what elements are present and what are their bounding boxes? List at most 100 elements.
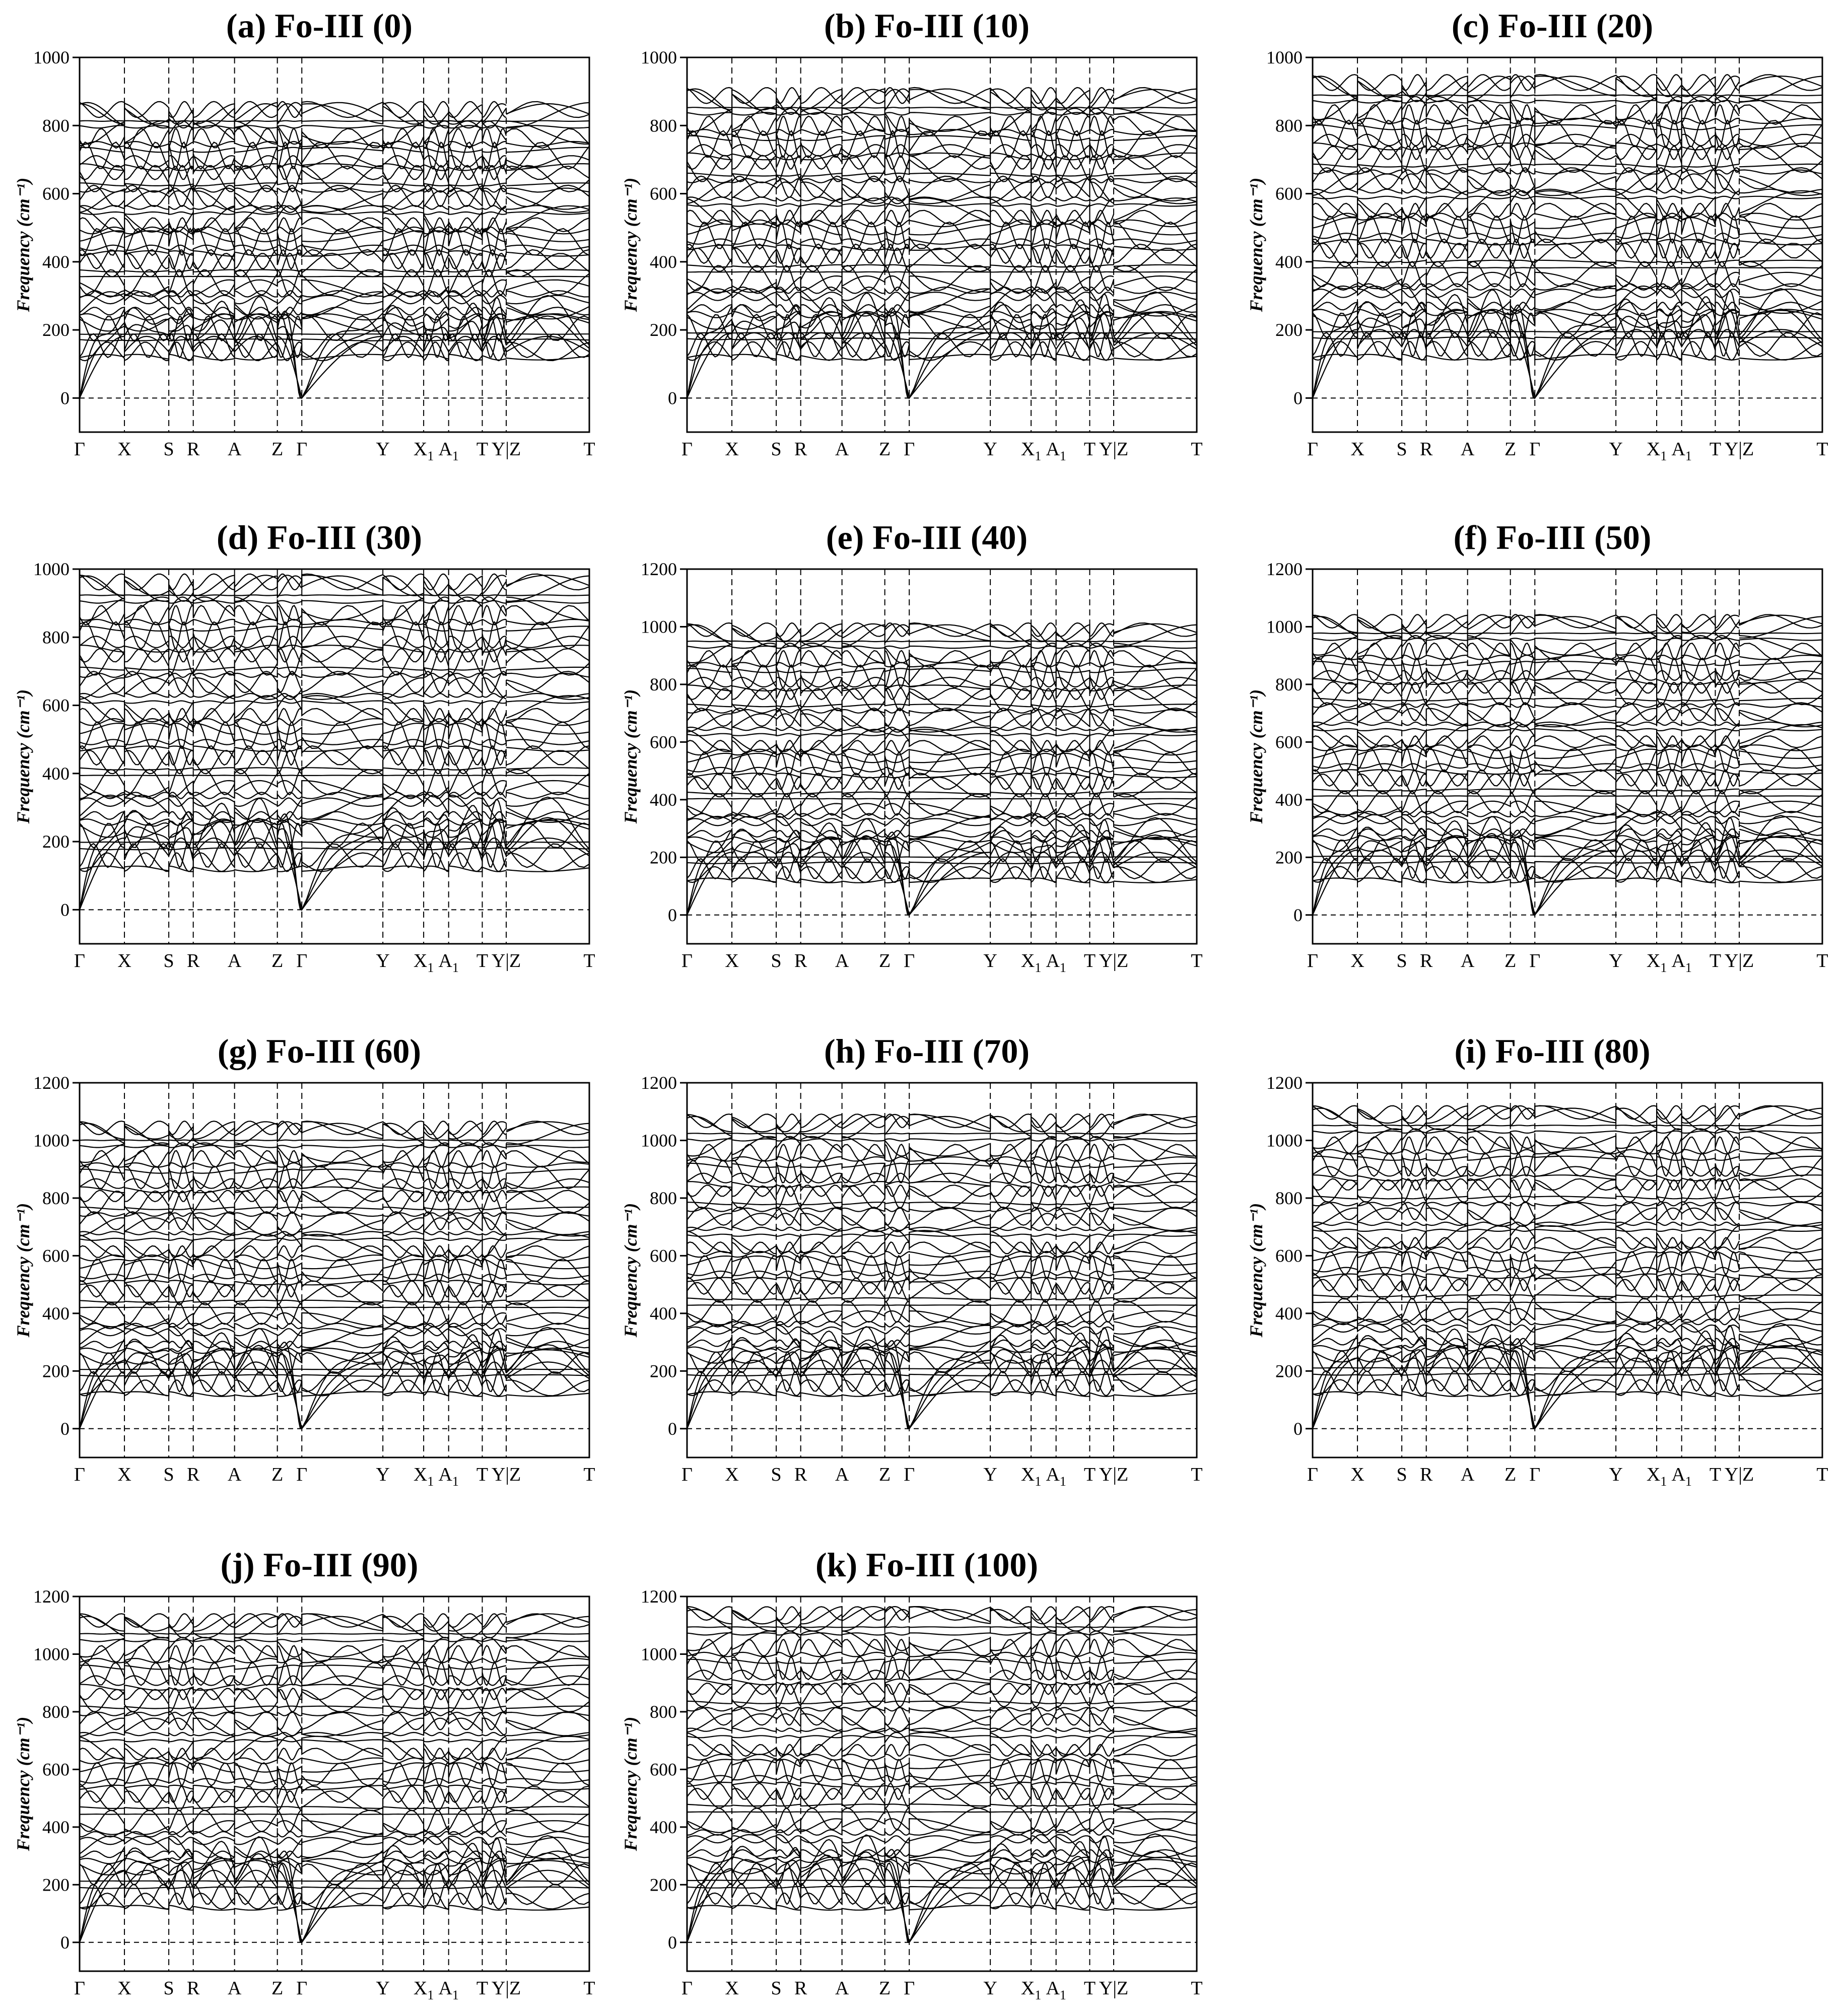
y-tick-label: 400 xyxy=(1275,1303,1303,1324)
phonon-band xyxy=(687,238,1197,245)
phonon-band xyxy=(687,1368,1197,1369)
phonon-band xyxy=(687,341,1197,362)
k-point-label: T xyxy=(476,1978,488,1999)
phonon-band xyxy=(79,290,590,298)
phonon-band xyxy=(79,1217,590,1237)
phonon-band xyxy=(79,291,590,320)
k-point-label: Γ xyxy=(74,950,85,971)
k-point-label: Z xyxy=(1505,950,1516,971)
y-axis-title: Frequency (cm⁻¹) xyxy=(621,178,641,313)
k-point-label: R xyxy=(187,439,200,460)
phonon-band xyxy=(1312,1179,1823,1204)
phonon-band xyxy=(687,181,1197,204)
k-point-label: Γ xyxy=(1307,439,1318,460)
y-tick-label: 800 xyxy=(1275,1188,1303,1208)
phonon-band xyxy=(1312,1152,1823,1178)
k-point-label: X1 xyxy=(414,439,434,463)
phonon-band xyxy=(687,247,1197,273)
y-tick-label: 0 xyxy=(668,1932,677,1953)
y-axis-title: Frequency (cm⁻¹) xyxy=(1246,1203,1266,1338)
phonon-band xyxy=(79,1675,590,1686)
y-tick-label: 800 xyxy=(650,115,677,135)
phonon-band xyxy=(687,135,1197,142)
phonon-band xyxy=(1312,239,1823,246)
phonon-band xyxy=(79,647,590,663)
k-point-label: R xyxy=(1420,1464,1433,1485)
phonon-band xyxy=(1312,163,1823,168)
plot-frame xyxy=(686,1082,1198,1458)
phonon-band xyxy=(79,811,590,820)
phonon-band xyxy=(687,684,1197,691)
phonon-band xyxy=(1312,616,1823,639)
phonon-band xyxy=(687,1713,1197,1733)
phonon-band xyxy=(687,663,1197,690)
y-tick-label: 1000 xyxy=(641,1130,677,1150)
phonon-band xyxy=(79,1149,590,1169)
phonon-band xyxy=(1312,271,1823,290)
phonon-band xyxy=(1312,857,1823,880)
phonon-band xyxy=(687,1310,1197,1326)
phonon-band xyxy=(1312,1373,1823,1376)
k-point-label: X xyxy=(725,1978,738,1999)
phonon-band xyxy=(79,1820,590,1835)
phonon-band xyxy=(1312,1107,1823,1131)
panel-e: (e) Fo-III (40) 0 200 400 600 800 1000 1200 Freq… xyxy=(621,518,1203,975)
k-point-label: Y|Z xyxy=(1725,1464,1754,1485)
k-point-label: X xyxy=(117,1464,131,1485)
k-point-label: Y xyxy=(376,1464,389,1485)
y-tick-label: 600 xyxy=(650,1245,677,1266)
k-point-label: A xyxy=(1461,439,1475,460)
panel-k: (k) Fo-III (100) 0 200 400 600 800 1000 1200 Fre… xyxy=(621,1546,1203,2002)
y-tick-label: 400 xyxy=(42,252,70,272)
plot-frame xyxy=(686,568,1198,945)
phonon-band xyxy=(1312,734,1823,748)
phonon-band xyxy=(79,1121,590,1140)
k-point-label: T xyxy=(476,439,488,460)
phonon-band xyxy=(687,817,1197,826)
phonon-band xyxy=(1312,1324,1823,1333)
k-point-label: X xyxy=(117,950,131,971)
phonon-band xyxy=(79,694,590,723)
phonon-band xyxy=(1312,861,1823,864)
phonon-band xyxy=(687,89,1197,111)
phonon-band xyxy=(687,813,1197,820)
phonon-band xyxy=(79,335,590,399)
y-tick-label: 400 xyxy=(650,790,677,810)
phonon-band xyxy=(1312,1207,1823,1227)
phonon-band xyxy=(687,1325,1197,1349)
phonon-band xyxy=(79,1717,590,1737)
phonon-band xyxy=(1312,708,1823,728)
k-point-label: T xyxy=(476,950,488,971)
k-point-label: R xyxy=(794,1464,807,1485)
y-tick-label: 1000 xyxy=(33,1130,70,1150)
phonon-band xyxy=(79,127,590,150)
phonon-band xyxy=(1312,1345,1823,1352)
k-point-label: X1 xyxy=(1021,1464,1041,1489)
phonon-band xyxy=(1312,1308,1823,1323)
phonon-band xyxy=(687,709,1197,714)
y-tick-label: 200 xyxy=(650,320,677,340)
phonon-band xyxy=(1312,747,1823,773)
phonon-band xyxy=(79,1613,590,1632)
phonon-band xyxy=(687,1184,1197,1198)
phonon-band xyxy=(687,313,1197,340)
y-tick-label: 200 xyxy=(650,1361,677,1381)
phonon-band xyxy=(1312,283,1823,291)
phonon-band xyxy=(687,1835,1197,1844)
y-tick-label: 0 xyxy=(60,1419,70,1439)
k-point-label: X1 xyxy=(414,950,434,975)
y-tick-label: 400 xyxy=(1275,252,1303,272)
k-point-label: T xyxy=(476,1464,488,1485)
phonon-band xyxy=(1312,1228,1823,1232)
phonon-band xyxy=(79,817,590,911)
phonon-band xyxy=(687,244,1197,251)
k-point-label: Y|Z xyxy=(1099,439,1128,460)
phonon-band xyxy=(79,575,590,596)
y-tick-label: 800 xyxy=(1275,674,1303,694)
phonon-band xyxy=(79,1687,590,1701)
phonon-band xyxy=(687,221,1197,251)
y-tick-label: 400 xyxy=(650,252,677,272)
band-lines xyxy=(686,1606,1197,1944)
phonon-band xyxy=(79,768,590,796)
phonon-band xyxy=(79,1379,590,1397)
